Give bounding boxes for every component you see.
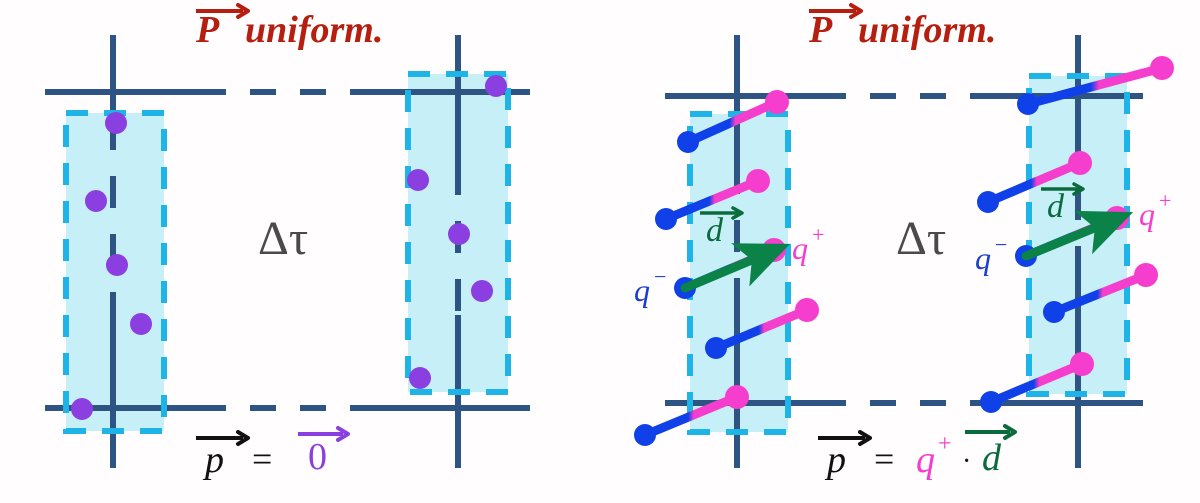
atom-dot: [471, 280, 493, 302]
negative-charge-dot: [634, 424, 656, 446]
dipole: [655, 169, 770, 230]
neutral-atoms-left: [71, 75, 507, 420]
atom-dot: [105, 112, 127, 134]
q-plus-sign-2: +: [1159, 188, 1172, 213]
positive-charge-dot: [1150, 56, 1174, 80]
equation-vector-bars: [196, 424, 1017, 446]
negative-charge-dot: [1043, 301, 1065, 323]
q-plus-sign-1: +: [812, 222, 825, 247]
dipole: [977, 151, 1092, 213]
atom-dot: [85, 190, 107, 212]
d-vector-label-1: d: [706, 212, 723, 249]
equation-right-vector: d: [982, 437, 1001, 479]
d-vector-arrow: [680, 243, 791, 293]
positive-charge-dot: [1070, 352, 1094, 376]
positive-charge-dot: [746, 169, 770, 193]
volume-box-border-right: [687, 73, 1130, 435]
displacement-arrows: [680, 210, 1134, 293]
volume-label-left: Δτ: [258, 212, 309, 265]
left-panel: [45, 35, 530, 468]
equation-right-dot: ·: [962, 446, 972, 477]
equation-left-operator: =: [252, 439, 273, 479]
equation-left-rhs: 0: [308, 436, 327, 478]
positive-charge-dot: [1068, 151, 1092, 175]
negative-charge-dot: [980, 391, 1002, 413]
negative-charge-dot: [1017, 93, 1039, 115]
dipole: [634, 385, 749, 446]
q-plus-label-2: q: [1139, 196, 1155, 232]
dipole: [1043, 263, 1158, 323]
dipole: [705, 298, 819, 359]
equation-right-charge-sign: +: [938, 431, 952, 457]
q-minus-sign-1: −: [654, 264, 667, 289]
atom-dot: [106, 254, 128, 276]
title-right-symbol: P: [809, 9, 833, 51]
positive-charge-dot: [795, 298, 819, 322]
title-left-word: uniform.: [245, 9, 384, 51]
d-vector-arrow: [1021, 210, 1134, 261]
equation-right-operator: =: [874, 439, 895, 479]
atom-dot: [448, 223, 470, 245]
title-left-symbol: P: [196, 9, 220, 51]
q-minus-label-2: q: [975, 240, 991, 276]
atom-dot: [409, 367, 431, 389]
equation-right-lhs: p: [827, 439, 846, 481]
title-right-word: uniform.: [858, 9, 997, 51]
q-minus-sign-2: −: [995, 232, 1008, 257]
positive-charge-dot: [1134, 263, 1158, 287]
positive-charge-dot: [765, 90, 789, 114]
volume-label-right: Δτ: [896, 212, 947, 265]
equation-left-lhs: p: [205, 439, 224, 481]
atom-dot: [485, 75, 507, 97]
q-plus-label-1: q: [792, 230, 808, 266]
q-minus-label-1: q: [634, 272, 650, 308]
d-vector-label-2: d: [1047, 188, 1064, 225]
right-panel: [634, 35, 1174, 468]
equation-right-charge: q: [916, 439, 935, 481]
negative-charge-dot: [677, 131, 699, 153]
dipole: [1017, 56, 1174, 115]
atom-dot: [130, 313, 152, 335]
negative-charge-dot: [655, 208, 677, 230]
d-label-vector-bars: [700, 182, 1085, 220]
atom-dot: [407, 169, 429, 191]
dipole: [677, 90, 789, 153]
dipole: [980, 352, 1094, 413]
title-vector-bars: [196, 3, 863, 19]
atom-dot: [71, 398, 93, 420]
negative-charge-dot: [705, 337, 727, 359]
negative-charge-dot: [977, 191, 999, 213]
positive-charge-dot: [725, 385, 749, 409]
